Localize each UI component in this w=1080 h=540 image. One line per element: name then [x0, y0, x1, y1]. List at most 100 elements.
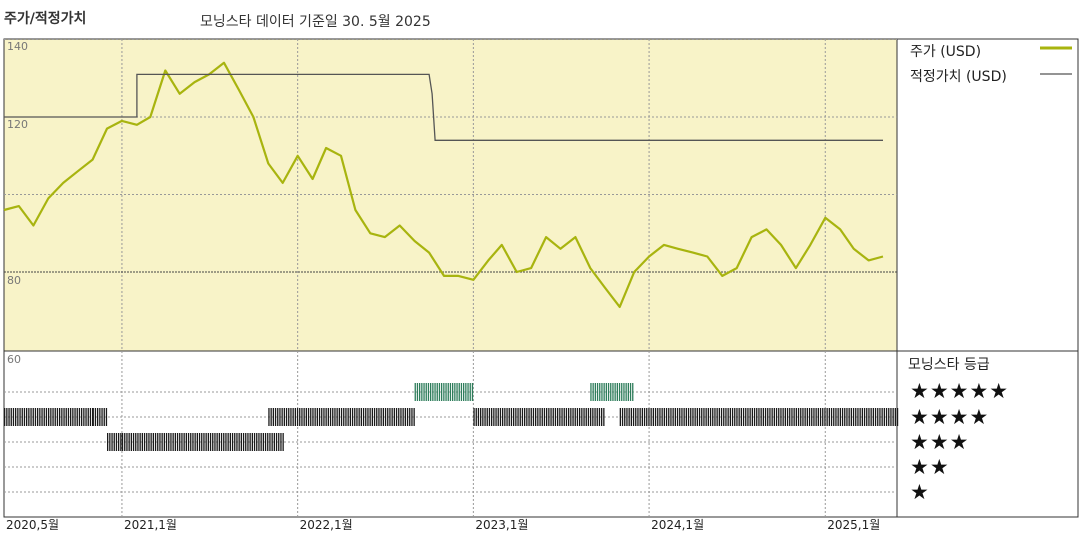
- rating-tick: [676, 408, 679, 426]
- rating-tick: [740, 408, 742, 426]
- rating-tick: [508, 408, 510, 426]
- rating-tick: [795, 408, 797, 426]
- rating-tick: [469, 383, 471, 401]
- rating-tick: [414, 383, 416, 401]
- price-line: [3, 61, 884, 308]
- rating-tick: [236, 433, 238, 451]
- rating-tick: [855, 408, 857, 426]
- rating-tick: [253, 433, 256, 451]
- rating-tick: [109, 433, 111, 451]
- rating-tick: [269, 433, 271, 451]
- rating-tick: [670, 408, 672, 426]
- chart-title: 주가/적정가치: [4, 11, 87, 27]
- rating-tick: [12, 408, 15, 426]
- rating-tick: [85, 408, 87, 426]
- rating-tick: [201, 433, 203, 451]
- rating-tick: [625, 383, 627, 401]
- rating-tick: [118, 433, 120, 451]
- rating-tick: [170, 433, 172, 451]
- rating-tick: [495, 408, 497, 426]
- rating-tick: [279, 408, 281, 426]
- rating-tick: [510, 408, 513, 426]
- rating-tick: [113, 433, 115, 451]
- rating-tick: [570, 408, 572, 426]
- rating-tick: [654, 408, 657, 426]
- rating-tick: [391, 408, 393, 426]
- rating-tick: [220, 433, 223, 451]
- rating-tick: [34, 408, 37, 426]
- rating-tick: [822, 408, 824, 426]
- rating-tick: [115, 433, 118, 451]
- rating-tick: [830, 408, 833, 426]
- rating-tick: [791, 408, 793, 426]
- legend-price-label: 주가 (USD): [910, 44, 982, 60]
- rating-tick: [362, 408, 365, 426]
- rating-tick: [371, 408, 373, 426]
- rating-tick: [813, 408, 815, 426]
- rating-tick: [473, 408, 475, 426]
- rating-tick: [107, 433, 109, 451]
- rating-tick: [225, 433, 227, 451]
- rating-tick: [467, 383, 469, 401]
- rating-tick: [454, 383, 456, 401]
- rating-tick: [612, 383, 614, 401]
- rating-tick: [811, 408, 813, 426]
- rating-tick: [92, 408, 94, 426]
- x-tick-label: 2021,1월: [124, 518, 177, 532]
- rating-tick: [247, 433, 249, 451]
- rating-tick: [94, 408, 97, 426]
- rating-tick: [296, 408, 299, 426]
- rating-tick: [521, 408, 524, 426]
- rating-tick: [590, 408, 592, 426]
- rating-tick: [97, 408, 99, 426]
- rating-tick: [427, 383, 430, 401]
- rating-tick: [859, 408, 861, 426]
- rating-tick: [629, 383, 632, 401]
- rating-tick: [223, 433, 225, 451]
- rating-tick: [349, 408, 351, 426]
- rating-tick: [824, 408, 826, 426]
- rating-tick: [477, 408, 480, 426]
- rating-tick: [885, 408, 888, 426]
- rating-tick: [367, 408, 369, 426]
- rating-tick: [268, 408, 270, 426]
- rating-tick: [672, 408, 674, 426]
- rating-tick: [493, 408, 495, 426]
- rating-tick: [894, 408, 896, 426]
- rating-tick: [318, 408, 321, 426]
- rating-tick: [596, 383, 599, 401]
- rating-tick: [621, 383, 623, 401]
- rating-tick: [800, 408, 802, 426]
- rating-tick: [130, 433, 132, 451]
- rating-tick: [174, 433, 176, 451]
- rating-tick: [124, 433, 126, 451]
- rating-tick: [347, 408, 349, 426]
- rating-tick: [674, 408, 676, 426]
- rating-tick: [150, 433, 152, 451]
- rating-tick: [565, 408, 568, 426]
- rating-tick: [212, 433, 214, 451]
- rating-tick: [458, 383, 460, 401]
- rating-tick: [441, 383, 443, 401]
- rating-tick: [769, 408, 771, 426]
- rating-tick: [635, 408, 637, 426]
- rating-tick: [758, 408, 760, 426]
- rating-tick: [872, 408, 874, 426]
- rating-tick: [345, 408, 347, 426]
- rating-tick: [488, 408, 491, 426]
- rating-tick: [690, 408, 692, 426]
- rating-tick: [50, 408, 52, 426]
- rating-tick: [601, 408, 603, 426]
- rating-tick: [663, 408, 665, 426]
- rating-tick: [550, 408, 552, 426]
- rating-tick: [380, 408, 382, 426]
- rating-tick: [316, 408, 318, 426]
- rating-tick: [857, 408, 859, 426]
- rating-tick: [157, 433, 159, 451]
- rating-tick: [421, 383, 423, 401]
- rating-tick: [234, 433, 236, 451]
- y-tick-label: 120: [7, 118, 28, 131]
- rating-tick: [325, 408, 327, 426]
- rating-tick: [59, 408, 61, 426]
- rating-tick: [282, 433, 284, 451]
